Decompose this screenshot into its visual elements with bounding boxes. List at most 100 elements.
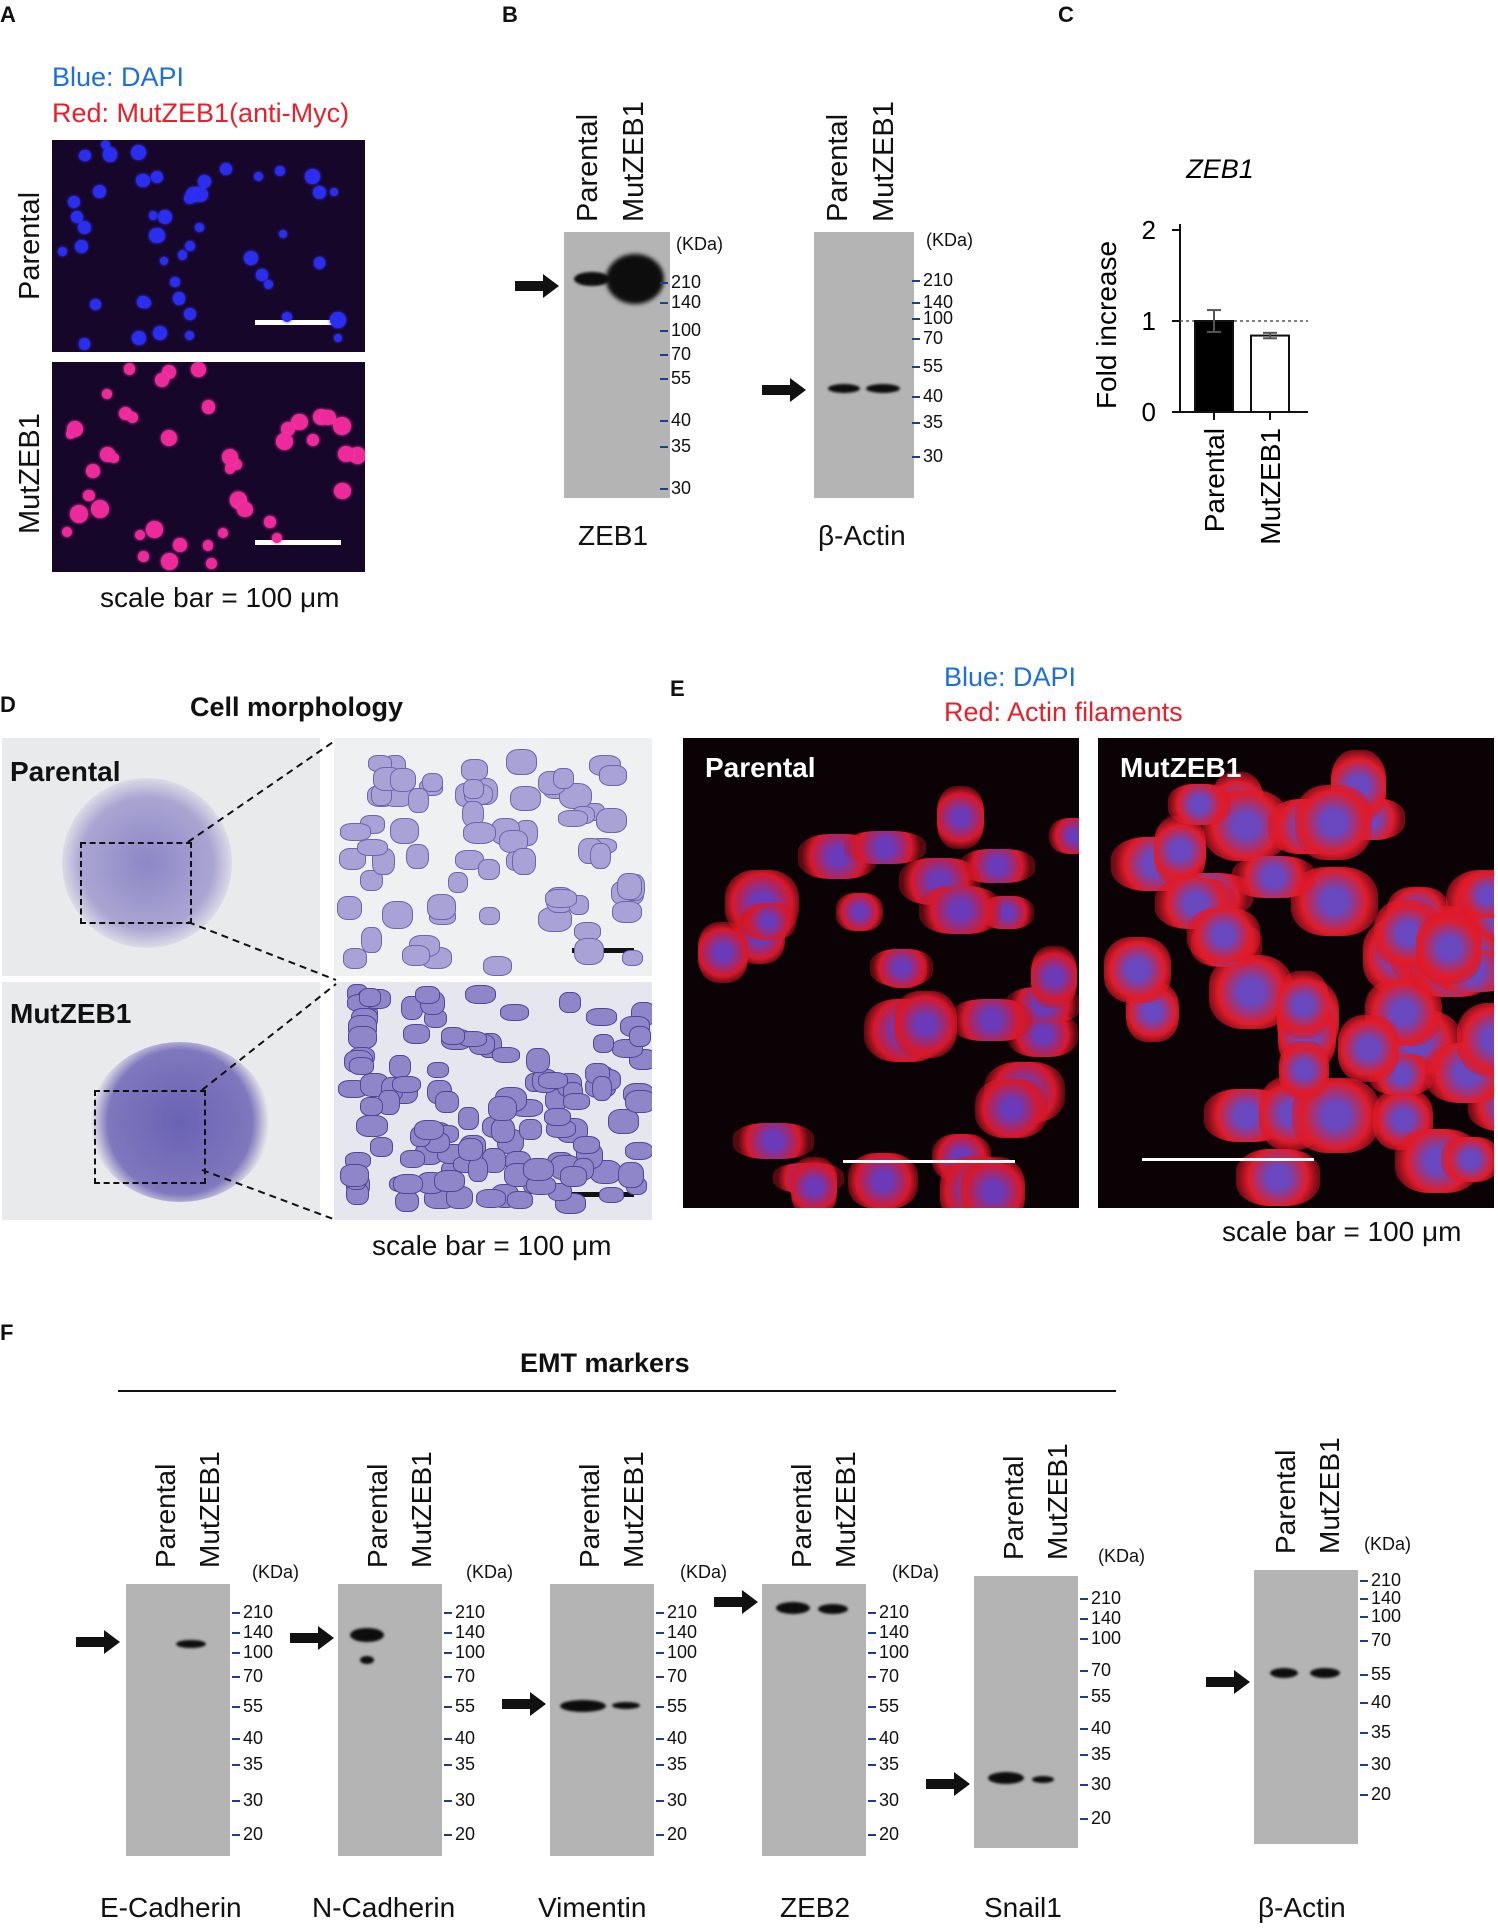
- kda-tick: 30: [912, 446, 943, 467]
- kda-tick: 20: [232, 1824, 263, 1845]
- kda-tick: 35: [1080, 1744, 1111, 1765]
- kda-tick: 30: [1360, 1754, 1391, 1775]
- lane-label-parental: Parental: [786, 1463, 817, 1568]
- kda-tick: 100: [912, 308, 953, 329]
- kda-tick: 35: [660, 436, 691, 457]
- y-tick-label: 2: [1142, 215, 1156, 245]
- kda-tick: 210: [1080, 1588, 1121, 1609]
- lane-label-parental: Parental: [150, 1463, 181, 1568]
- kda-tick: 30: [868, 1790, 899, 1811]
- blot-band: [176, 1640, 206, 1648]
- lane-label-parental: Parental: [362, 1463, 393, 1568]
- x-tick-label: MutZEB1: [1255, 428, 1286, 545]
- blot-name-actin: β-Actin: [818, 520, 906, 551]
- kda-tick: 40: [232, 1728, 263, 1749]
- blot-band: [560, 1700, 606, 1712]
- kda-tick: 210: [1360, 1570, 1401, 1591]
- scale-bar: [843, 1160, 1015, 1163]
- kda-tick: 100: [660, 320, 701, 341]
- kda-tick: 210: [656, 1602, 697, 1623]
- blot-name: Snail1: [984, 1892, 1062, 1923]
- blot-band: [988, 1772, 1024, 1784]
- kda-tick: 40: [912, 386, 943, 407]
- blot-name: N-Cadherin: [312, 1892, 456, 1923]
- scale-bar: [255, 540, 341, 545]
- kda-tick: 30: [656, 1790, 687, 1811]
- arrow-icon: [515, 274, 559, 298]
- kda-tick: 140: [232, 1622, 273, 1643]
- kda-tick: 55: [868, 1696, 899, 1717]
- scale-caption-e: scale bar = 100 μm: [1222, 1216, 1462, 1247]
- actin-image-parental: Parental: [683, 738, 1079, 1208]
- kda-tick: 70: [232, 1666, 263, 1687]
- scale-caption-a: scale bar = 100 μm: [100, 582, 340, 613]
- blot-name: Vimentin: [538, 1892, 647, 1923]
- kda-tick: 55: [912, 356, 943, 377]
- lane-label-mutzeb1: MutZEB1: [1314, 1437, 1345, 1554]
- western-blot-n-cadherin: [338, 1584, 442, 1856]
- kda-tick: 55: [232, 1696, 263, 1717]
- lane-label-parental: Parental: [1270, 1449, 1301, 1554]
- kda-label: (KDa): [892, 1562, 940, 1582]
- bar-mutzeb1: [1250, 334, 1290, 413]
- kda-label: (KDa): [466, 1562, 514, 1582]
- kda-tick: 70: [868, 1666, 899, 1687]
- bar-parental: [1194, 320, 1234, 413]
- kda-tick: 55: [1360, 1664, 1391, 1685]
- western-blot-zeb1: [564, 232, 670, 498]
- kda-tick: 100: [1360, 1606, 1401, 1627]
- blot-name: β-Actin: [1258, 1892, 1346, 1923]
- kda-tick: 35: [232, 1754, 263, 1775]
- scale-bar: [255, 320, 341, 325]
- arrow-icon: [502, 1692, 546, 1716]
- image-label: Parental: [705, 752, 816, 783]
- kda-label: (KDa): [676, 234, 724, 254]
- row-label-mutzeb1: MutZEB1: [14, 413, 46, 534]
- kda-tick: 70: [1080, 1660, 1111, 1681]
- kda-tick: 140: [660, 292, 701, 313]
- scale-bar: [1142, 1158, 1314, 1161]
- kda-tick: 210: [444, 1602, 485, 1623]
- image-label: Parental: [10, 756, 121, 787]
- legend-blue: Blue: DAPI: [944, 662, 1077, 692]
- western-blot-snail1: [974, 1576, 1078, 1848]
- y-tick-label: 0: [1142, 397, 1156, 427]
- kda-tick: 70: [912, 328, 943, 349]
- lane-label-mutzeb1: MutZEB1: [618, 1451, 649, 1568]
- kda-tick: 40: [656, 1728, 687, 1749]
- kda-tick: 20: [1360, 1784, 1391, 1805]
- blot-band: [350, 1628, 384, 1642]
- kda-tick: 35: [1360, 1722, 1391, 1743]
- kda-tick: 210: [868, 1602, 909, 1623]
- blot-band: [776, 1602, 810, 1614]
- dapi-image-parental: [52, 140, 365, 352]
- kda-tick: 40: [868, 1728, 899, 1749]
- kda-tick: 40: [660, 410, 691, 431]
- kda-tick: 55: [656, 1696, 687, 1717]
- blot-name-zeb1: ZEB1: [578, 520, 649, 551]
- legend-blue: Blue: DAPI: [52, 62, 185, 92]
- y-tick-label: 1: [1142, 306, 1156, 336]
- kda-tick: 55: [660, 368, 691, 389]
- kda-tick: 20: [444, 1824, 475, 1845]
- kda-tick: 140: [444, 1622, 485, 1643]
- myc-image-mutzeb1: [52, 362, 365, 572]
- panel-label-d: D: [0, 692, 16, 717]
- arrow-icon: [762, 378, 806, 402]
- lane-label-mutzeb1: MutZEB1: [1042, 1443, 1073, 1560]
- zoom-lines: [187, 739, 337, 1221]
- kda-tick: 140: [912, 292, 953, 313]
- kda-tick: 35: [444, 1754, 475, 1775]
- kda-tick: 70: [444, 1666, 475, 1687]
- kda-label: (KDa): [1098, 1546, 1146, 1566]
- lane-label-parental: Parental: [572, 113, 604, 222]
- lane-label-mutzeb1: MutZEB1: [194, 1451, 225, 1568]
- blot-band: [818, 1604, 848, 1614]
- kda-tick: 40: [1080, 1718, 1111, 1739]
- kda-tick: 70: [1360, 1630, 1391, 1651]
- arrow-icon: [76, 1630, 120, 1654]
- arrow-icon: [1206, 1670, 1250, 1694]
- panel-label-b: B: [502, 2, 518, 27]
- kda-tick: 70: [660, 344, 691, 365]
- kda-tick: 210: [232, 1602, 273, 1623]
